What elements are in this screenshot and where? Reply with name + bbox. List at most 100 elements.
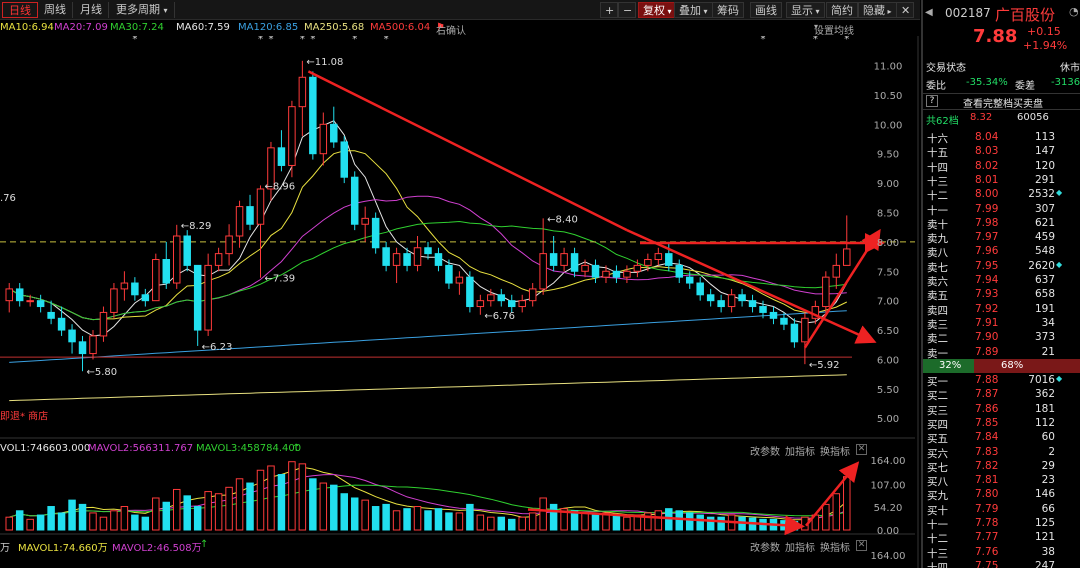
order-level-row[interactable]: 十三 7.76 38 — [923, 546, 1080, 560]
level-label: 十二 — [927, 190, 948, 203]
order-level-row[interactable]: 十三 8.01 291 — [923, 174, 1080, 188]
level-price: 8.02 — [975, 159, 999, 172]
event-marker-icon: * — [258, 36, 263, 45]
order-level-row[interactable]: 卖八 7.96 548 — [923, 245, 1080, 259]
order-level-row[interactable]: 买七 7.82 29 — [923, 460, 1080, 474]
order-level-row[interactable]: 买三 7.86 181 — [923, 403, 1080, 417]
draw-line-button[interactable]: 画线 — [750, 2, 782, 18]
order-level-row[interactable]: 卖二 7.90 373 — [923, 331, 1080, 345]
order-level-row[interactable]: 十四 8.02 120 — [923, 160, 1080, 174]
volume-bar — [162, 501, 171, 531]
vol-add-indicator-button[interactable]: 加指标 — [785, 447, 815, 458]
level-label: 卖八 — [927, 247, 948, 260]
volume-bar — [570, 510, 579, 531]
hide-button[interactable]: 隐藏 ▸ — [858, 2, 897, 18]
candle-body — [204, 264, 212, 331]
volume-bar — [57, 512, 66, 531]
vol-close-icon[interactable]: ✕ — [856, 444, 867, 455]
volume-bar — [371, 506, 380, 531]
tab-monthly[interactable]: 月线 — [74, 2, 109, 18]
zoom-in-button[interactable]: + — [600, 2, 618, 18]
sub2-change-params-button[interactable]: 改参数 — [750, 543, 780, 554]
simple-button[interactable]: 简约 — [826, 2, 858, 18]
candle-body — [843, 248, 851, 266]
chevron-down-icon: ▾ — [813, 7, 820, 16]
order-level-row[interactable]: 十二 7.77 121 — [923, 531, 1080, 545]
overlay-button[interactable]: 叠加 ▾ — [674, 2, 713, 18]
level-label: 买九 — [927, 490, 948, 503]
sub2-add-indicator-button[interactable]: 加指标 — [785, 543, 815, 554]
collapse-panel-icon[interactable]: ◀ — [925, 7, 933, 18]
order-level-row[interactable]: 卖九 7.97 459 — [923, 231, 1080, 245]
order-level-row[interactable]: 卖一 7.89 21 — [923, 346, 1080, 360]
tab-daily[interactable]: 日线 — [2, 2, 38, 18]
price-annotation: .76 — [0, 193, 16, 204]
adjust-button[interactable]: 复权 ▾ — [638, 2, 677, 18]
level-volume: 291 — [1034, 173, 1055, 186]
vol-change-params-button[interactable]: 改参数 — [750, 447, 780, 458]
quote-panel: ◀ 002187 广百股份 ◔ 7.88 +0.15 +1.94% 交易状态 休… — [921, 0, 1080, 568]
sub2-close-icon[interactable]: ✕ — [856, 540, 867, 551]
sub2-switch-indicator-button[interactable]: 换指标 — [820, 543, 850, 554]
level-label: 卖九 — [927, 233, 948, 246]
display-button[interactable]: 显示 ▾ — [786, 2, 825, 18]
volume-bar — [560, 508, 568, 531]
order-level-row[interactable]: 卖四 7.92 191 — [923, 303, 1080, 317]
order-level-row[interactable]: 卖五 7.93 658 — [923, 288, 1080, 302]
order-level-row[interactable]: 买六 7.83 2 — [923, 446, 1080, 460]
level-volume: 121 — [1034, 531, 1055, 544]
chips-button[interactable]: 筹码 — [712, 2, 744, 18]
order-level-row[interactable]: 买四 7.85 112 — [923, 417, 1080, 431]
tab-more-periods[interactable]: 更多周期 ▾ — [110, 2, 175, 18]
candle-body — [340, 141, 348, 178]
ma30-line — [8, 220, 847, 321]
volume-bar — [235, 478, 244, 531]
order-level-row[interactable]: 买二 7.87 362 — [923, 388, 1080, 402]
volume-bar — [591, 514, 600, 531]
volume-bar — [717, 516, 725, 531]
zoom-out-button[interactable]: − — [618, 2, 636, 18]
candle-body — [612, 270, 621, 278]
ma10-value: MA10:6.94 — [0, 22, 54, 33]
order-level-row[interactable]: 卖七 7.95 2620 ◆ — [923, 260, 1080, 274]
volume-bar — [539, 497, 547, 531]
overlay-label: 叠加 — [679, 4, 701, 17]
volume-bar — [330, 484, 338, 531]
level-label: 十三 — [927, 547, 948, 560]
order-level-row[interactable]: 卖六 7.94 637 — [923, 274, 1080, 288]
volume-bar — [5, 516, 13, 531]
level-price: 7.76 — [975, 545, 999, 558]
volume-bar — [131, 514, 139, 531]
order-level-row[interactable]: 十六 8.04 113 — [923, 131, 1080, 145]
level-price: 7.93 — [975, 288, 999, 301]
level-volume: 307 — [1034, 202, 1055, 215]
candle-body — [110, 288, 118, 313]
order-level-row[interactable]: 十二 8.00 2532 ◆ — [923, 188, 1080, 202]
order-level-row[interactable]: 买一 7.88 7016 ◆ — [923, 374, 1080, 388]
kline-chart[interactable]: 11.00 10.50 10.00 9.50 9.00 8.50 8.00 7.50 7.00 6… — [0, 36, 920, 568]
order-level-row[interactable]: 十一 7.99 307 — [923, 203, 1080, 217]
tab-weekly[interactable]: 周线 — [38, 2, 73, 18]
volume-bar — [392, 510, 401, 531]
candle-body — [413, 247, 422, 266]
order-level-row[interactable]: 买八 7.81 23 — [923, 474, 1080, 488]
volume-bar — [193, 506, 202, 531]
order-level-row[interactable]: 十一 7.78 125 — [923, 517, 1080, 531]
close-icon[interactable]: ✕ — [896, 2, 914, 18]
level-label: 买十 — [927, 504, 948, 517]
order-level-row[interactable]: 卖三 7.91 34 — [923, 317, 1080, 331]
candle-body — [162, 259, 171, 284]
order-level-row[interactable]: 卖十 7.98 621 — [923, 217, 1080, 231]
order-level-row[interactable]: 买五 7.84 60 — [923, 431, 1080, 445]
trade-status-value: 休市 — [1060, 63, 1080, 74]
full-depth-link[interactable]: ? 查看完整档买卖盘 — [923, 93, 1080, 110]
level-label: 卖一 — [927, 347, 948, 360]
order-level-row[interactable]: 十四 7.75 247 — [923, 560, 1080, 568]
volume-bar — [696, 514, 704, 531]
alert-icon[interactable]: ◔ — [1069, 5, 1079, 18]
order-level-row[interactable]: 买九 7.80 146 — [923, 488, 1080, 502]
vol-switch-indicator-button[interactable]: 换指标 — [820, 447, 850, 458]
level-price: 8.00 — [975, 188, 999, 201]
order-level-row[interactable]: 十五 8.03 147 — [923, 145, 1080, 159]
order-level-row[interactable]: 买十 7.79 66 — [923, 503, 1080, 517]
